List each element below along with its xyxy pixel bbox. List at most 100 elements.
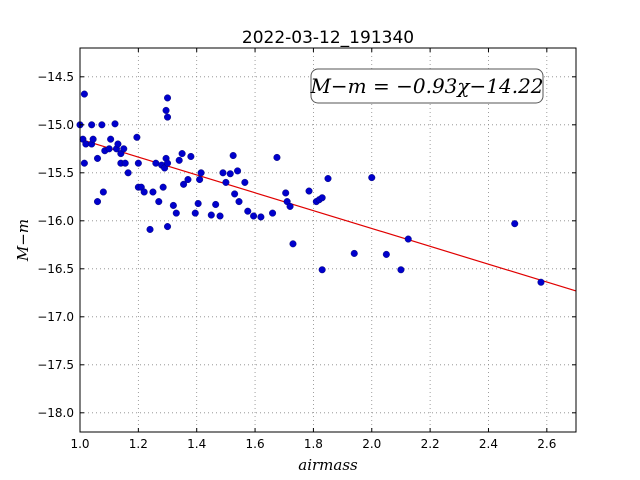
data-point [191, 209, 199, 217]
data-point [178, 150, 186, 158]
data-point [273, 153, 281, 161]
data-point [184, 176, 192, 184]
data-point [94, 198, 102, 206]
data-point [99, 188, 107, 196]
data-point [164, 223, 172, 231]
y-tick-label: −17.5 [37, 358, 74, 372]
y-tick-label: −15.0 [37, 118, 74, 132]
data-point [82, 140, 90, 148]
data-point [257, 213, 265, 221]
data-point [169, 201, 177, 209]
data-point [175, 156, 183, 164]
data-point [216, 212, 224, 220]
data-point [222, 178, 230, 186]
x-tick-label: 2.4 [479, 437, 498, 451]
data-point [80, 90, 88, 98]
data-point [289, 240, 297, 248]
data-point [172, 209, 180, 217]
x-tick-label: 1.4 [187, 437, 206, 451]
x-tick-label: 2.6 [537, 437, 556, 451]
y-tick-label: −17.0 [37, 310, 74, 324]
data-point [155, 198, 163, 206]
data-point [164, 113, 172, 121]
x-tick-label: 1.6 [246, 437, 265, 451]
data-point [382, 250, 390, 258]
data-point [226, 170, 234, 178]
y-tick-label: −16.5 [37, 262, 74, 276]
plot-area: 1.0 1.2 1.4 1.6 1.8 2.0 2.2 2.4 2.6 −14.5 −15.0 −15… [37, 47, 577, 451]
data-point [404, 235, 412, 243]
axis-ticks: 1.0 1.2 1.4 1.6 1.8 2.0 2.2 2.4 2.6 −14.5 −15.0 −15… [37, 48, 576, 451]
data-point [180, 180, 188, 188]
y-axis-label: M−m [14, 219, 32, 262]
data-point [159, 183, 167, 191]
plot-background [80, 48, 576, 432]
data-point [121, 159, 129, 167]
data-point [250, 212, 258, 220]
data-point [80, 159, 88, 167]
data-point [241, 178, 249, 186]
data-point [397, 266, 405, 274]
data-point [94, 154, 102, 162]
data-point [134, 159, 142, 167]
y-tick-label: −16.0 [37, 214, 74, 228]
data-point [234, 167, 242, 175]
data-point [152, 159, 160, 167]
x-tick-label: 1.0 [70, 437, 89, 451]
data-point [318, 194, 326, 202]
y-tick-label: −15.5 [37, 166, 74, 180]
data-point [133, 133, 141, 141]
data-point [105, 145, 113, 153]
data-point [318, 266, 326, 274]
data-point [194, 200, 202, 208]
x-tick-label: 1.2 [129, 437, 148, 451]
data-point [162, 106, 170, 114]
data-point [350, 249, 358, 257]
data-point [207, 211, 215, 219]
data-point [149, 188, 157, 196]
data-point [88, 121, 96, 129]
data-point [212, 200, 220, 208]
data-point [305, 187, 313, 195]
data-point [197, 169, 205, 177]
x-axis-label: airmass [298, 456, 358, 474]
data-point [219, 169, 227, 177]
x-tick-label: 2.0 [362, 437, 381, 451]
x-tick-label: 2.2 [421, 437, 440, 451]
data-point [111, 120, 119, 128]
data-point [231, 190, 239, 198]
data-point [114, 140, 122, 148]
data-point [537, 278, 545, 286]
data-point [89, 135, 97, 143]
data-point [98, 121, 106, 129]
data-point [324, 175, 332, 183]
equation-box-frame [310, 68, 544, 104]
data-point [286, 202, 294, 210]
data-point [368, 174, 376, 182]
fit-equation: M−m = −0.93χ−14.22 [309, 74, 543, 98]
data-point [146, 225, 154, 233]
data-point [269, 209, 277, 217]
plot-frame [79, 47, 577, 433]
data-point [187, 152, 195, 160]
data-points [76, 90, 545, 286]
data-point [229, 152, 237, 160]
data-point [196, 176, 204, 184]
chart-title: 2022-03-12_191340 [242, 28, 414, 48]
data-point [120, 145, 128, 153]
data-point [511, 220, 519, 228]
data-point [164, 159, 172, 167]
data-point [107, 135, 115, 143]
y-tick-label: −18.0 [37, 406, 74, 420]
data-point [235, 198, 243, 206]
data-point [244, 207, 252, 215]
y-tick-label: −14.5 [37, 70, 74, 84]
x-tick-label: 1.8 [304, 437, 323, 451]
data-point [164, 94, 172, 102]
data-point [140, 188, 148, 196]
data-point [282, 189, 290, 197]
fit-equation-box: M−m = −0.93χ−14.22 [309, 68, 544, 104]
data-point [124, 169, 132, 177]
grid-lines [79, 48, 576, 432]
